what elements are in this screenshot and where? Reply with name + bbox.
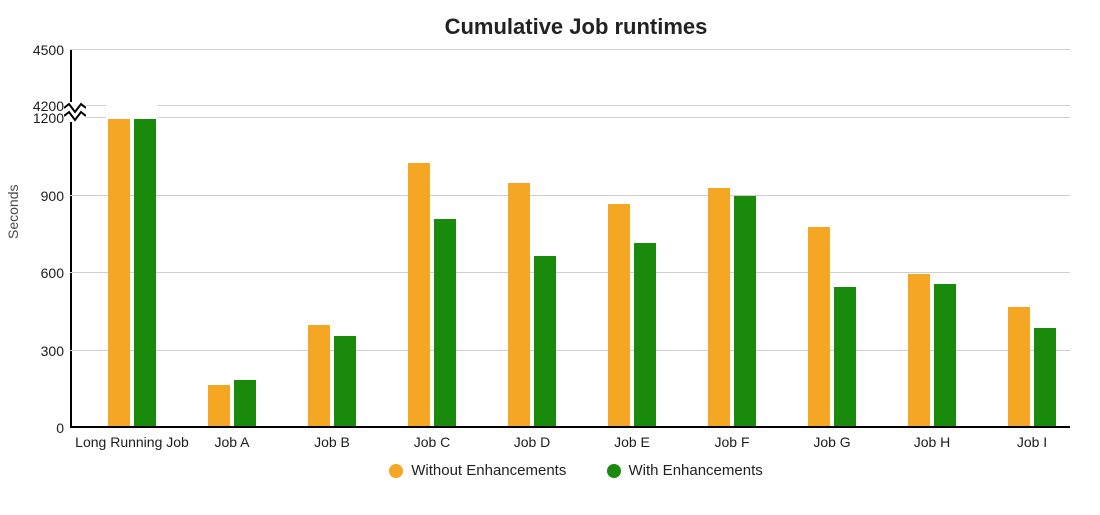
bar xyxy=(208,385,230,426)
x-tick-label: Job B xyxy=(314,434,350,450)
legend-item-with: With Enhancements xyxy=(607,462,763,479)
bar xyxy=(434,219,456,426)
legend: Without Enhancements With Enhancements xyxy=(70,462,1082,482)
legend-swatch-orange xyxy=(389,464,403,478)
bar xyxy=(734,196,756,426)
bar xyxy=(334,336,356,426)
legend-swatch-green xyxy=(607,464,621,478)
chart-container: Cumulative Job runtimes Seconds Long Run… xyxy=(0,0,1100,515)
bar xyxy=(908,274,930,426)
x-tick-label: Job C xyxy=(414,434,451,450)
x-tick-label: Job E xyxy=(614,434,650,450)
bar xyxy=(508,183,530,426)
x-tick-label: Job I xyxy=(1017,434,1047,450)
bar-break xyxy=(132,105,158,119)
bar xyxy=(708,188,730,426)
x-tick-label: Job H xyxy=(914,434,951,450)
bar-break xyxy=(106,105,132,119)
bar xyxy=(408,163,430,427)
bar xyxy=(108,106,130,426)
bar xyxy=(808,227,830,426)
y-tick-label: 4500 xyxy=(16,42,64,58)
bar xyxy=(934,284,956,426)
x-tick-label: Job F xyxy=(714,434,749,450)
bar xyxy=(1008,307,1030,426)
x-tick-label: Job A xyxy=(214,434,249,450)
bar xyxy=(534,256,556,427)
chart-title: Cumulative Job runtimes xyxy=(70,14,1082,40)
legend-item-without: Without Enhancements xyxy=(389,462,566,479)
x-axis-labels: Long Running Job Job A Job B Job C Job D Job … xyxy=(70,434,1070,458)
x-tick-label: Job G xyxy=(813,434,850,450)
gridline xyxy=(70,117,1070,118)
plot-area: Seconds Long Running JobJob AJob BJob CJ… xyxy=(70,50,1070,428)
gridline xyxy=(70,49,1070,50)
bar xyxy=(1034,328,1056,426)
y-tick-label: 4200 xyxy=(16,98,64,114)
bar xyxy=(634,243,656,426)
bar xyxy=(308,325,330,426)
x-tick-label: Job D xyxy=(514,434,551,450)
legend-label: With Enhancements xyxy=(629,462,763,479)
x-tick-label: Long Running Job xyxy=(75,434,189,450)
bar xyxy=(234,380,256,427)
axis-break xyxy=(64,102,86,122)
x-axis-line xyxy=(70,426,1070,428)
y-tick-label: 900 xyxy=(16,188,64,204)
gridline xyxy=(70,105,1070,106)
bar xyxy=(834,287,856,427)
bar xyxy=(134,106,156,426)
bar xyxy=(608,204,630,426)
y-tick-label: 0 xyxy=(16,420,64,436)
y-tick-label: 600 xyxy=(16,265,64,281)
y-tick-label: 300 xyxy=(16,343,64,359)
legend-label: Without Enhancements xyxy=(411,462,566,479)
gridline xyxy=(70,195,1070,196)
